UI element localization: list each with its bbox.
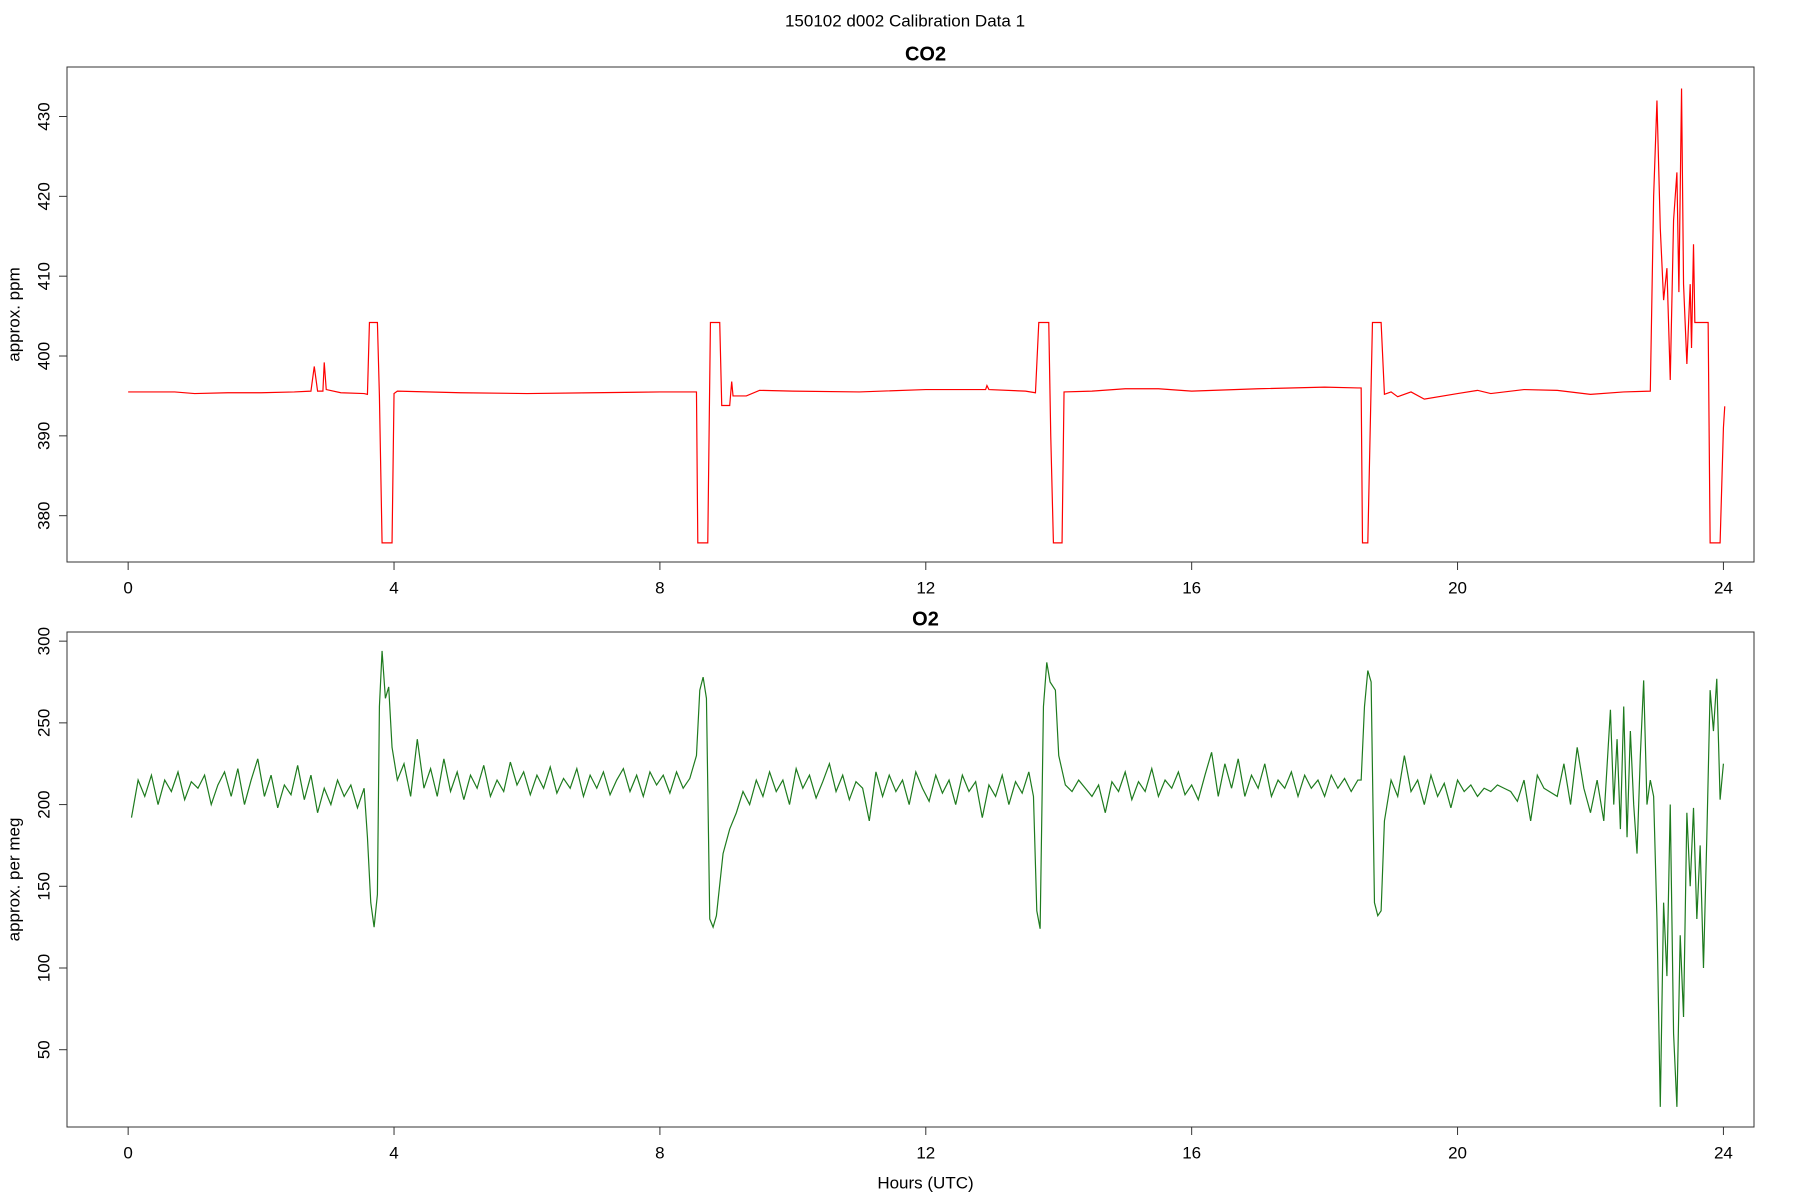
- x-tick-label: 12: [916, 578, 935, 597]
- figure-title: 150102 d002 Calibration Data 1: [785, 11, 1025, 30]
- x-tick-label: 4: [389, 1143, 398, 1162]
- x-tick-label: 8: [655, 578, 664, 597]
- x-tick-label: 16: [1182, 1143, 1201, 1162]
- x-tick-label: 20: [1448, 578, 1467, 597]
- y-tick-label: 200: [34, 790, 53, 818]
- x-tick-label: 0: [123, 578, 132, 597]
- x-tick-label: 8: [655, 1143, 664, 1162]
- y-tick-label: 150: [34, 872, 53, 900]
- x-tick-label: 4: [389, 578, 398, 597]
- y-tick-label: 410: [34, 262, 53, 290]
- panel-title: CO2: [905, 43, 946, 65]
- y-tick-label: 300: [34, 627, 53, 655]
- y-axis-label: approx. per meg: [4, 818, 23, 942]
- x-tick-label: 16: [1182, 578, 1201, 597]
- x-tick-label: 12: [916, 1143, 935, 1162]
- x-tick-label: 20: [1448, 1143, 1467, 1162]
- x-axis-label: Hours (UTC): [877, 1173, 973, 1192]
- x-tick-label: 0: [123, 1143, 132, 1162]
- x-tick-label: 24: [1714, 1143, 1733, 1162]
- y-tick-label: 400: [34, 342, 53, 370]
- x-tick-label: 24: [1714, 578, 1733, 597]
- y-axis-label: approx. ppm: [4, 267, 23, 362]
- y-tick-label: 430: [34, 102, 53, 130]
- data-line: [130, 650, 1725, 1107]
- y-tick-label: 50: [34, 1040, 53, 1059]
- y-tick-label: 380: [34, 502, 53, 530]
- y-tick-label: 390: [34, 422, 53, 450]
- plot-frame: [66, 631, 1755, 1128]
- y-tick-label: 100: [34, 954, 53, 982]
- plot-frame: [66, 66, 1755, 563]
- panel-title: O2: [912, 608, 939, 630]
- data-line: [128, 88, 1726, 544]
- y-tick-label: 420: [34, 182, 53, 210]
- y-tick-label: 250: [34, 709, 53, 737]
